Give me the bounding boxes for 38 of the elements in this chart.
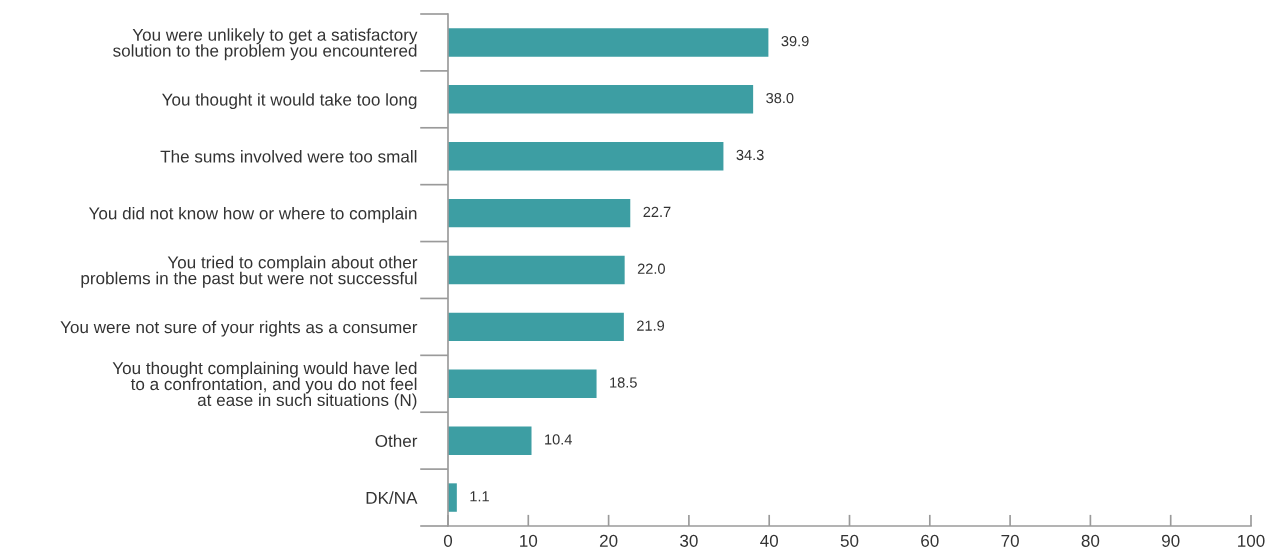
data-label: 10.4 [545, 434, 572, 445]
data-label: 18.5 [610, 377, 637, 388]
x-tick-label: 10 [520, 534, 538, 547]
bar [448, 255, 625, 285]
bar [448, 312, 624, 342]
y-tick-label: You tried to complain about other problems in the past but were not successful [81, 255, 418, 288]
data-label: 1.1 [470, 491, 489, 502]
bar [448, 85, 754, 114]
y-tick-label: You did not know how or where to complain [88, 206, 417, 223]
data-label: 22.7 [643, 206, 671, 217]
x-tick-label: 20 [599, 534, 618, 547]
y-tick-label: You were not sure of your rights as a consumer [60, 320, 418, 337]
y-tick-label: You thought it would take too long [162, 93, 417, 110]
data-label: 34.3 [736, 149, 764, 161]
y-tick-label: DK/NA [366, 491, 418, 504]
x-tick-label: 50 [840, 534, 859, 547]
data-label: 38.0 [766, 92, 794, 104]
x-tick-label: 90 [1162, 534, 1180, 547]
data-label: 39.9 [781, 36, 809, 47]
x-tick-label: 60 [921, 534, 939, 547]
y-tick-label: Other [375, 434, 418, 448]
y-tick-label: You were unlikely to get a satisfactory solution to the problem you encountered [113, 28, 418, 61]
x-tick-label: 100 [1238, 534, 1265, 547]
x-tick-label: 80 [1081, 534, 1100, 547]
bar [448, 369, 597, 398]
x-tick-label: 40 [760, 534, 779, 547]
bar [448, 28, 769, 57]
y-tick-label: The sums involved were too small [160, 150, 417, 163]
x-tick-label: 30 [680, 534, 698, 547]
bar [448, 483, 457, 512]
bar [448, 198, 631, 228]
y-tick-label: You thought complaining would have led to a confrontation, and you do not feel at ease in such situations (N) [112, 361, 417, 410]
bar [448, 142, 724, 171]
x-tick-label: 70 [1001, 534, 1019, 547]
data-label: 21.9 [637, 320, 665, 331]
data-label: 22.0 [637, 263, 665, 274]
bar [448, 426, 532, 455]
x-tick-label: 0 [443, 534, 453, 547]
